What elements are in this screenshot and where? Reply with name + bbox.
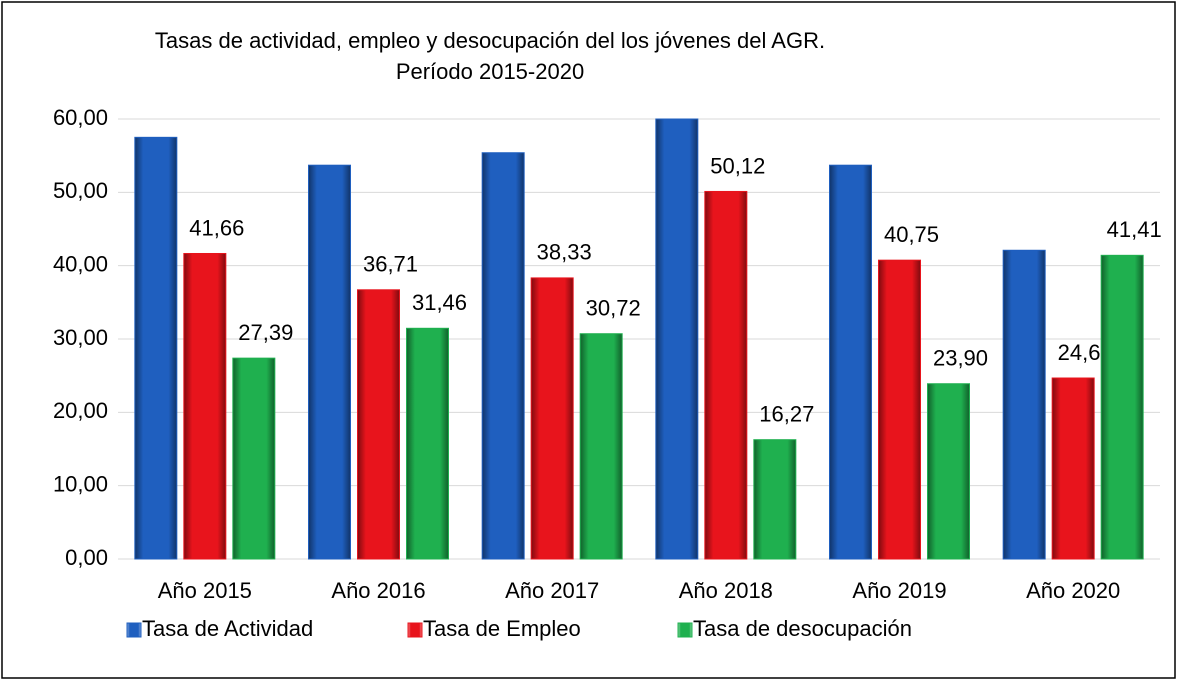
bar [1051,377,1095,560]
bar [481,152,525,560]
chart-subtitle: Período 2015-2020 [396,59,584,84]
data-label: 27,39 [238,320,293,345]
bar [704,190,748,560]
bar [655,118,699,560]
chart-title: Tasas de actividad, empleo y desocupació… [155,28,825,53]
bar [530,277,574,560]
x-tick-label: Año 2017 [505,578,599,603]
legend-swatch [677,622,693,638]
legend-label: Tasa de Empleo [423,616,581,641]
data-label: 41,66 [189,215,244,240]
data-label: 41,41 [1107,217,1162,242]
data-label: 23,90 [933,346,988,371]
y-tick-label: 10,00 [53,471,108,496]
bar [927,383,970,560]
legend-label: Tasa de Actividad [142,616,313,641]
y-tick-label: 60,00 [53,105,108,130]
y-tick-label: 0,00 [65,545,108,570]
y-tick-label: 50,00 [53,178,108,203]
data-label: 31,46 [412,290,467,315]
bar [308,164,351,560]
bar [232,357,276,560]
x-tick-label: Año 2018 [679,578,773,603]
data-label: 40,75 [884,222,939,247]
data-label: 16,27 [759,401,814,426]
data-label: 36,71 [363,252,418,277]
bar [357,289,400,560]
data-label: 30,72 [586,296,641,321]
legend-label: Tasa de desocupación [693,616,912,641]
bar [829,164,872,560]
legend-swatch [126,622,142,638]
data-label: 50,12 [710,153,765,178]
bar [1100,254,1144,560]
legend-swatch [407,622,423,638]
x-tick-label: Año 2020 [1026,578,1120,603]
bar [183,252,227,560]
x-tick-label: Año 2015 [158,578,252,603]
y-tick-label: 40,00 [53,251,108,276]
bar [1002,249,1046,560]
bar [579,333,623,560]
y-tick-label: 20,00 [53,398,108,423]
bar [134,136,178,560]
x-tick-label: Año 2019 [852,578,946,603]
data-label: 38,33 [537,240,592,265]
y-tick-label: 30,00 [53,325,108,350]
bar [406,327,449,560]
bar [753,439,797,560]
bar [878,259,921,560]
x-tick-label: Año 2016 [331,578,425,603]
